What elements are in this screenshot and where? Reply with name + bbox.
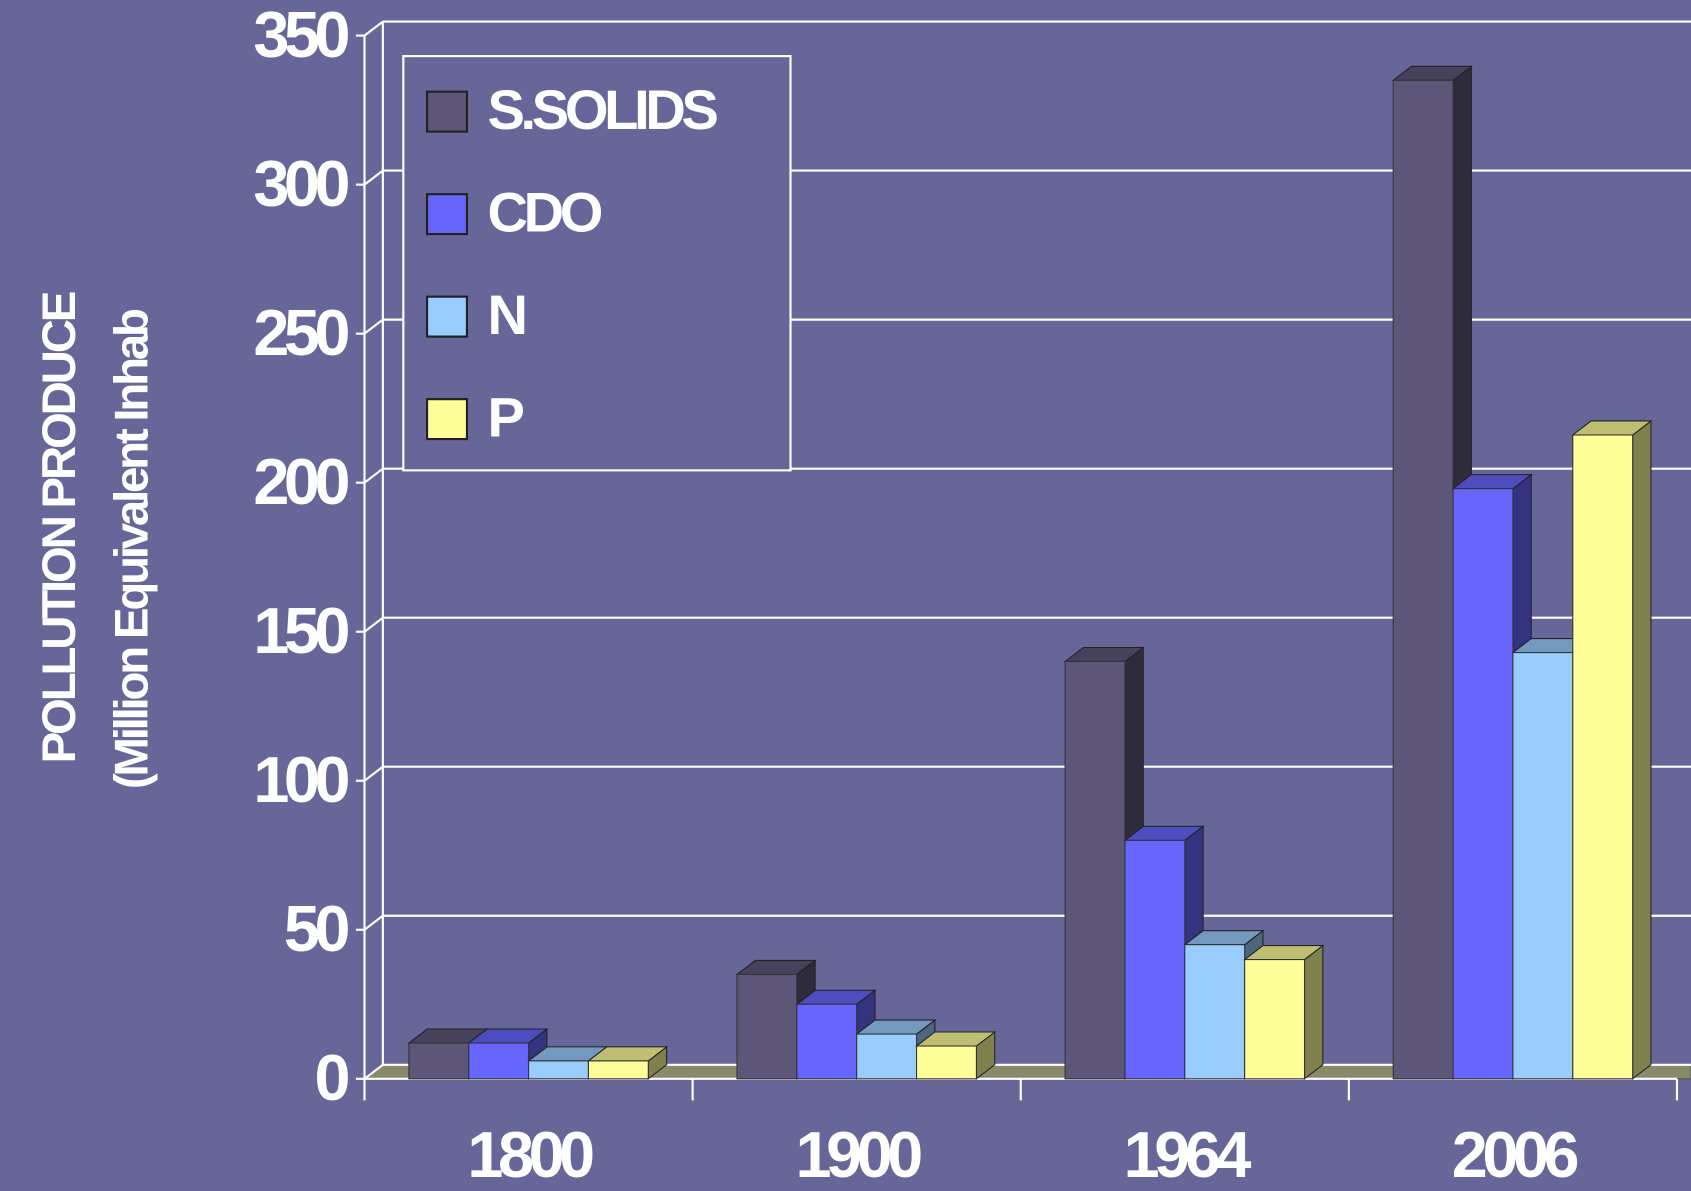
bar-side xyxy=(1303,944,1324,1080)
legend: S.SOLIDS CDO NP xyxy=(402,55,792,472)
grid-line xyxy=(363,318,384,335)
bar xyxy=(1392,79,1454,1080)
y-tick-label: 250 xyxy=(253,296,348,369)
y-tick-label: 50 xyxy=(284,892,349,965)
bar xyxy=(856,1033,918,1080)
bar xyxy=(1064,660,1126,1080)
y-tick-label: 0 xyxy=(315,1041,349,1114)
bar xyxy=(916,1045,977,1080)
y-tick-label: 150 xyxy=(253,594,348,667)
y-tick-label: 200 xyxy=(253,445,348,518)
y-tick-label: 350 xyxy=(253,0,348,71)
legend-label: N xyxy=(487,283,524,346)
bar xyxy=(796,1003,858,1080)
bar xyxy=(1512,652,1574,1080)
bar xyxy=(1452,488,1514,1080)
grid-line xyxy=(363,914,384,931)
bar xyxy=(408,1042,470,1080)
bar-side xyxy=(1632,419,1652,1080)
grid-line xyxy=(363,169,384,186)
grid-line xyxy=(363,616,384,633)
legend-label: CDO xyxy=(487,181,601,244)
y-tick-label: 300 xyxy=(253,147,348,220)
legend-label: S.SOLIDS xyxy=(487,78,717,141)
bar xyxy=(587,1060,649,1080)
y-label-2: (Million Equivalent Inhab xyxy=(105,309,158,789)
x-tick-label: 1900 xyxy=(796,1118,922,1191)
y-label-1: POLLUTION PRODUCE xyxy=(33,292,86,763)
legend-swatch xyxy=(425,295,469,338)
grid-line xyxy=(363,20,384,37)
grid-line xyxy=(363,765,384,782)
y-axis-label: (Million Equivalent Inhab xyxy=(105,309,158,789)
legend-swatch xyxy=(425,90,469,133)
x-tick-label: 1964 xyxy=(1124,1118,1252,1191)
x-tick-label: 2006 xyxy=(1452,1118,1578,1191)
x-tick-label: 1800 xyxy=(467,1118,593,1191)
bar xyxy=(528,1060,589,1080)
bar xyxy=(468,1042,530,1080)
grid-line xyxy=(363,467,384,484)
legend-swatch xyxy=(425,193,469,236)
grid-line xyxy=(363,1063,384,1080)
legend-swatch xyxy=(425,398,469,441)
y-tick-label: 100 xyxy=(253,743,348,816)
bar xyxy=(736,973,798,1080)
bar xyxy=(1184,944,1246,1080)
bar xyxy=(1244,959,1306,1080)
y-axis-label: POLLUTION PRODUCE xyxy=(33,292,86,763)
bar xyxy=(1572,434,1634,1080)
legend-label: P xyxy=(487,386,523,449)
bar xyxy=(1124,839,1186,1080)
